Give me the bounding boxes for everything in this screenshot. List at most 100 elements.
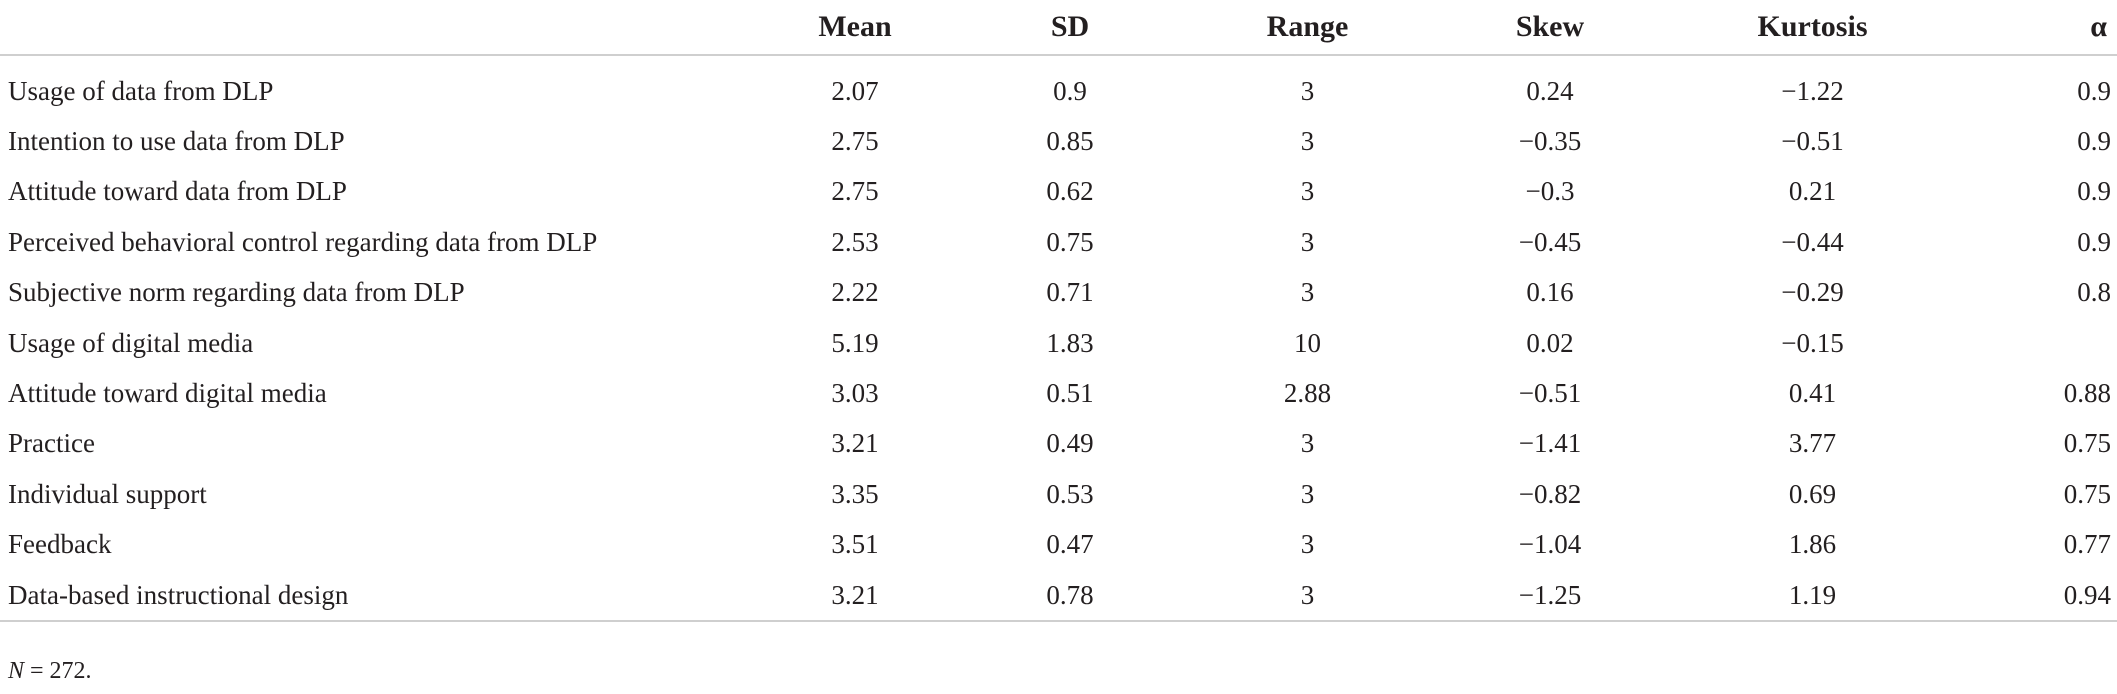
- cell-alpha: 0.94: [2063, 579, 2111, 610]
- cell-skew: 0.16: [1526, 277, 1574, 308]
- header-sd: SD: [950, 0, 1190, 56]
- cell-kurtosis: 0.69: [1788, 478, 1837, 509]
- cell-mean: 5.19: [831, 327, 879, 358]
- cell-alpha: [1950, 318, 2117, 368]
- row-label: Usage of data from DLP: [8, 75, 274, 106]
- cell-sd: 0.71: [1046, 277, 1094, 308]
- cell-skew: 0.24: [1526, 75, 1574, 106]
- cell-mean: 3.03: [831, 378, 879, 409]
- table-row: Attitude toward data from DLP 2.75 0.62 …: [0, 167, 2117, 217]
- cell-range: 3: [1300, 529, 1315, 560]
- cell-alpha: 0.9: [2077, 226, 2111, 257]
- table-header-row: Mean SD Range Skew Kurtosis α: [0, 0, 2117, 56]
- row-label: Usage of digital media: [8, 327, 254, 358]
- table-row: Feedback 3.51 0.47 3 −1.04 1.86 0.77: [0, 520, 2117, 570]
- cell-kurtosis: 1.86: [1788, 529, 1837, 560]
- cell-sd: 0.47: [1046, 529, 1094, 560]
- row-label: Subjective norm regarding data from DLP: [8, 277, 465, 308]
- table-bottom-rule: [0, 621, 2117, 624]
- cell-mean: 3.51: [831, 529, 879, 560]
- table-row: Practice 3.21 0.49 3 −1.41 3.77 0.75: [0, 419, 2117, 469]
- cell-skew: −1.41: [1518, 428, 1582, 459]
- footnote-variable: N: [8, 658, 25, 684]
- cell-mean: 2.07: [831, 75, 879, 106]
- cell-sd: 0.62: [1046, 176, 1094, 207]
- table-row: Intention to use data from DLP 2.75 0.85…: [0, 116, 2117, 166]
- cell-kurtosis: 1.19: [1788, 579, 1837, 610]
- cell-skew: −0.82: [1518, 478, 1582, 509]
- row-label: Practice: [8, 428, 95, 459]
- cell-alpha: 0.9: [2077, 75, 2111, 106]
- cell-skew: −1.04: [1518, 529, 1582, 560]
- cell-sd: 0.75: [1046, 226, 1094, 257]
- cell-sd: 0.85: [1046, 126, 1094, 157]
- header-skew: Skew: [1425, 0, 1675, 56]
- row-label: Attitude toward data from DLP: [8, 176, 347, 207]
- cell-range: 3: [1300, 75, 1315, 106]
- cell-mean: 2.75: [831, 176, 879, 207]
- row-label: Data-based instructional design: [8, 579, 349, 610]
- descriptive-statistics-table: Mean SD Range Skew Kurtosis α Usage of d…: [0, 0, 2117, 624]
- cell-alpha: 0.9: [2077, 176, 2111, 207]
- cell-range: 10: [1294, 327, 1321, 358]
- cell-sd: 0.9: [1053, 75, 1087, 106]
- cell-kurtosis: 3.77: [1788, 428, 1837, 459]
- table-row: Perceived behavioral control regarding d…: [0, 217, 2117, 267]
- cell-range: 3: [1300, 428, 1315, 459]
- table-divider: [0, 621, 2117, 622]
- cell-mean: 3.21: [831, 579, 879, 610]
- cell-sd: 0.53: [1046, 478, 1094, 509]
- row-label: Individual support: [8, 478, 207, 509]
- table-row: Data-based instructional design 3.21 0.7…: [0, 570, 2117, 621]
- cell-kurtosis: −0.44: [1781, 226, 1844, 257]
- cell-alpha: 0.88: [2063, 378, 2111, 409]
- cell-range: 2.88: [1283, 378, 1332, 409]
- cell-kurtosis: 0.41: [1788, 378, 1837, 409]
- row-label: Feedback: [8, 529, 112, 560]
- cell-sd: 0.51: [1046, 378, 1094, 409]
- cell-kurtosis: 0.21: [1788, 176, 1837, 207]
- table-row: Usage of digital media 5.19 1.83 10 0.02…: [0, 318, 2117, 368]
- table-row: Individual support 3.35 0.53 3 −0.82 0.6…: [0, 469, 2117, 519]
- cell-range: 3: [1300, 126, 1315, 157]
- row-label: Perceived behavioral control regarding d…: [8, 226, 598, 257]
- table-row: Subjective norm regarding data from DLP …: [0, 268, 2117, 318]
- cell-mean: 2.75: [831, 126, 879, 157]
- header-mean: Mean: [760, 0, 950, 56]
- cell-range: 3: [1300, 226, 1315, 257]
- cell-range: 3: [1300, 579, 1315, 610]
- cell-kurtosis: −0.29: [1781, 277, 1844, 308]
- cell-sd: 1.83: [1046, 327, 1094, 358]
- cell-alpha: 0.9: [2077, 126, 2111, 157]
- cell-skew: −1.25: [1518, 579, 1582, 610]
- row-label: Attitude toward digital media: [8, 378, 327, 409]
- cell-range: 3: [1300, 478, 1315, 509]
- cell-mean: 3.21: [831, 428, 879, 459]
- header-alpha: α: [1950, 0, 2117, 56]
- header-kurtosis: Kurtosis: [1675, 0, 1950, 56]
- cell-range: 3: [1300, 176, 1315, 207]
- footnote-text: = 272.: [24, 658, 92, 684]
- cell-kurtosis: −1.22: [1781, 75, 1844, 106]
- descriptive-statistics-table-wrap: Mean SD Range Skew Kurtosis α Usage of d…: [0, 0, 2117, 624]
- cell-skew: −0.3: [1525, 176, 1575, 207]
- cell-sd: 0.49: [1046, 428, 1094, 459]
- cell-skew: −0.35: [1518, 126, 1582, 157]
- cell-mean: 2.53: [831, 226, 879, 257]
- cell-kurtosis: −0.51: [1781, 126, 1844, 157]
- cell-alpha: 0.75: [2063, 428, 2111, 459]
- table-row: Attitude toward digital media 3.03 0.51 …: [0, 368, 2117, 418]
- row-label: Intention to use data from DLP: [8, 126, 345, 157]
- cell-sd: 0.78: [1046, 579, 1094, 610]
- cell-kurtosis: −0.15: [1781, 327, 1844, 358]
- header-variable: [0, 0, 760, 56]
- table-row: Usage of data from DLP 2.07 0.9 3 0.24 −…: [0, 55, 2117, 116]
- cell-alpha: 0.75: [2063, 478, 2111, 509]
- cell-skew: −0.45: [1518, 226, 1582, 257]
- cell-alpha: 0.8: [2077, 277, 2111, 308]
- cell-mean: 2.22: [831, 277, 879, 308]
- header-range: Range: [1190, 0, 1425, 56]
- cell-range: 3: [1300, 277, 1315, 308]
- cell-mean: 3.35: [831, 478, 879, 509]
- cell-alpha: 0.77: [2063, 529, 2111, 560]
